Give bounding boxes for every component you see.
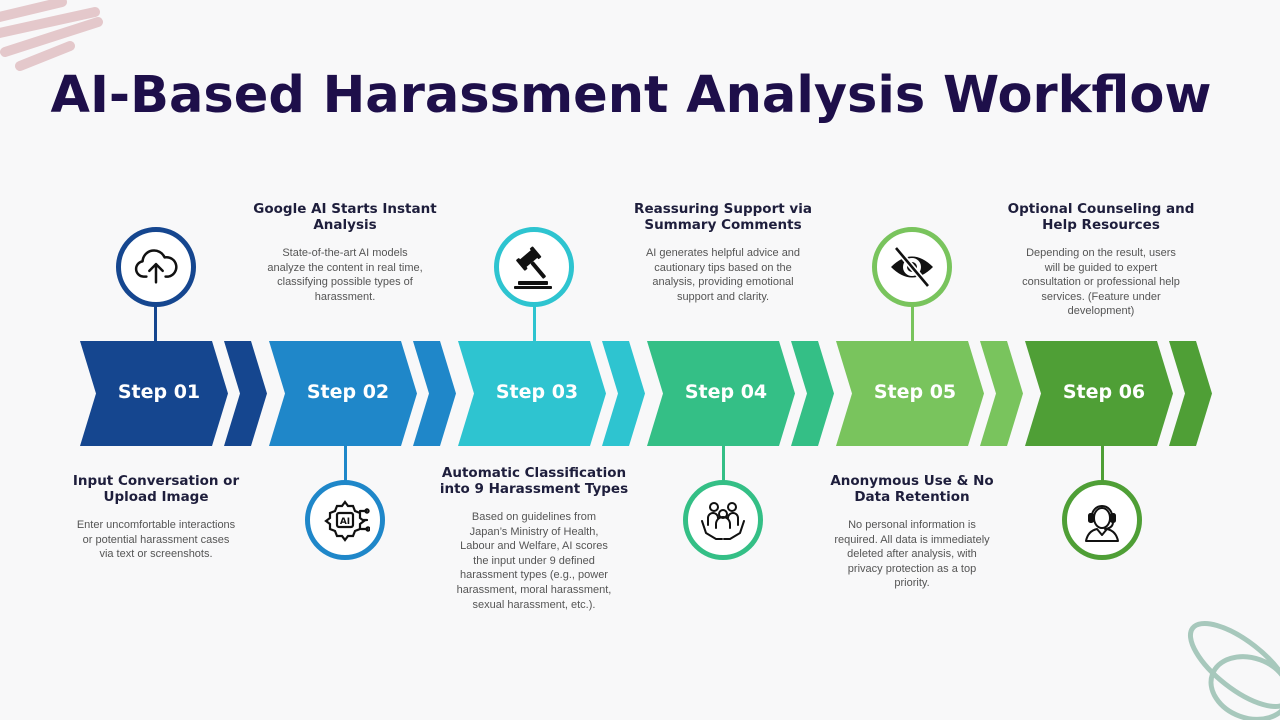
step-03-text: Based on guidelines from Japan’s Ministr… (456, 511, 612, 611)
step-04-chevron (647, 341, 834, 446)
step-06-text: Depending on the result, users will be g… (1022, 247, 1180, 318)
step-02-chevron (269, 341, 456, 446)
step-02-connector (344, 446, 347, 483)
step-05-label: Step 05 (873, 381, 957, 403)
step-06-label: Step 06 (1062, 381, 1146, 403)
step-03-description: Automatic Classification into 9 Harassme… (439, 465, 629, 612)
svg-text:AI: AI (340, 517, 350, 527)
step-02-heading: Google AI Starts Instant Analysis (253, 201, 437, 233)
brush-stroke-decoration (0, 0, 103, 71)
step-01-label: Step 01 (117, 381, 201, 403)
supportive-hands-icon (683, 480, 763, 560)
support-agent-icon (1062, 480, 1142, 560)
step-01-text: Enter uncomfortable interactions or pote… (76, 519, 236, 561)
step-01-heading: Input Conversation or Upload Image (72, 473, 240, 505)
step-02-description: Google AI Starts Instant Analysis State-… (250, 201, 440, 304)
cloud-upload-icon (116, 227, 196, 307)
ai-chip-gear-icon: AI (305, 480, 385, 560)
step-05-description: Anonymous Use & No Data Retention No per… (817, 473, 1007, 591)
step-03-connector (533, 304, 536, 341)
step-05-heading: Anonymous Use & No Data Retention (830, 473, 994, 505)
step-04-label: Step 04 (684, 381, 768, 403)
step-02-label: Step 02 (306, 381, 390, 403)
step-05-connector (911, 304, 914, 341)
gavel-icon (494, 227, 574, 307)
step-03-heading: Automatic Classification into 9 Harassme… (439, 465, 629, 497)
step-05-chevron (836, 341, 1023, 446)
step-06-connector (1101, 446, 1104, 483)
step-02-text: State-of-the-art AI models analyze the c… (267, 247, 423, 303)
step-04-text: AI generates helpful advice and cautiona… (645, 247, 801, 303)
step-06-heading: Optional Counseling and Help Resources (1007, 201, 1195, 233)
loop-decoration (1187, 621, 1280, 720)
step-04-heading: Reassuring Support via Summary Comments (634, 201, 812, 233)
eye-slash-icon (872, 227, 952, 307)
page-title: AI-Based Harassment Analysis Workflow (50, 66, 1212, 125)
step-04-connector (722, 446, 725, 483)
step-06-chevron (1025, 341, 1212, 446)
step-01-description: Input Conversation or Upload Image Enter… (61, 473, 251, 562)
step-03-label: Step 03 (495, 381, 579, 403)
step-01-connector (154, 304, 157, 341)
step-01-chevron (80, 341, 267, 446)
step-03-chevron (458, 341, 645, 446)
step-05-text: No personal information is required. All… (834, 519, 990, 590)
step-04-description: Reassuring Support via Summary Comments … (628, 201, 818, 304)
step-06-description: Optional Counseling and Help Resources D… (1006, 201, 1196, 319)
